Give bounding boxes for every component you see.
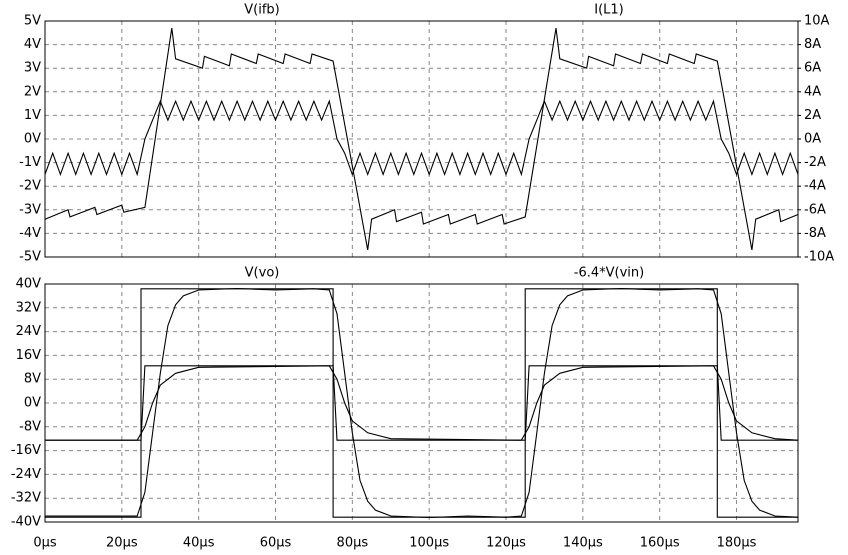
x-tick-label: 60µs — [260, 536, 292, 551]
x-tick-label: 160µs — [640, 536, 680, 551]
y2-tick-label: 10A — [804, 14, 830, 29]
x-tick-label: 140µs — [563, 536, 603, 551]
y-tick-label: 3V — [24, 61, 41, 76]
y-tick-label: 0V — [24, 396, 41, 411]
y-tick-label: 5V — [24, 14, 41, 29]
x-tick-label: 80µs — [337, 536, 369, 551]
trace — [45, 365, 798, 441]
y-tick-label: -2V — [19, 179, 41, 194]
y-tick-label: -24V — [11, 467, 41, 482]
y-tick-label: 4V — [24, 37, 41, 52]
x-tick-label: 40µs — [183, 536, 215, 551]
trace-label: V(ifb) — [244, 3, 279, 18]
y-tick-label: 0V — [24, 132, 41, 147]
trace-label: -6.4*V(vin) — [574, 266, 644, 281]
y2-tick-label: 0A — [804, 132, 821, 147]
y2-tick-label: -8A — [804, 226, 826, 241]
y-tick-label: -16V — [11, 443, 41, 458]
y2-tick-label: 2A — [804, 108, 821, 123]
x-tick-label: 100µs — [409, 536, 449, 551]
y-tick-label: 2V — [24, 84, 41, 99]
trace — [44, 99, 799, 177]
x-tick-label: 180µs — [717, 536, 757, 551]
y2-tick-label: -6A — [804, 202, 826, 217]
trace — [45, 288, 798, 518]
y2-tick-label: 8A — [804, 37, 821, 52]
y-tick-label: -5V — [19, 250, 41, 265]
plot-frame — [44, 283, 799, 523]
y2-tick-label: 4A — [804, 84, 821, 99]
y-tick-label: 16V — [16, 348, 42, 363]
plot-frame — [44, 20, 799, 258]
y-tick-label: 8V — [24, 372, 41, 387]
trace — [45, 287, 799, 519]
trace-label: V(vo) — [245, 266, 280, 281]
x-tick-label: 20µs — [106, 536, 138, 551]
y-tick-label: -1V — [19, 155, 41, 170]
trace-label: I(L1) — [594, 3, 624, 18]
y-tick-label: 40V — [16, 277, 42, 292]
y2-tick-label: 6A — [804, 61, 821, 76]
y-tick-label: -3V — [19, 202, 41, 217]
y2-tick-label: -2A — [804, 155, 826, 170]
y-tick-label: -32V — [11, 491, 41, 506]
trace — [44, 28, 799, 250]
y-tick-label: -8V — [19, 419, 41, 434]
y-tick-label: -4V — [19, 226, 41, 241]
trace — [45, 365, 799, 441]
y-tick-label: -40V — [11, 515, 41, 530]
y-tick-label: 1V — [24, 108, 41, 123]
y2-tick-label: -10A — [804, 250, 834, 265]
y-tick-label: 32V — [16, 300, 42, 315]
x-tick-label: 120µs — [486, 536, 526, 551]
y-tick-label: 24V — [16, 324, 42, 339]
x-tick-label: 0µs — [33, 536, 57, 551]
y2-tick-label: -4A — [804, 179, 826, 194]
